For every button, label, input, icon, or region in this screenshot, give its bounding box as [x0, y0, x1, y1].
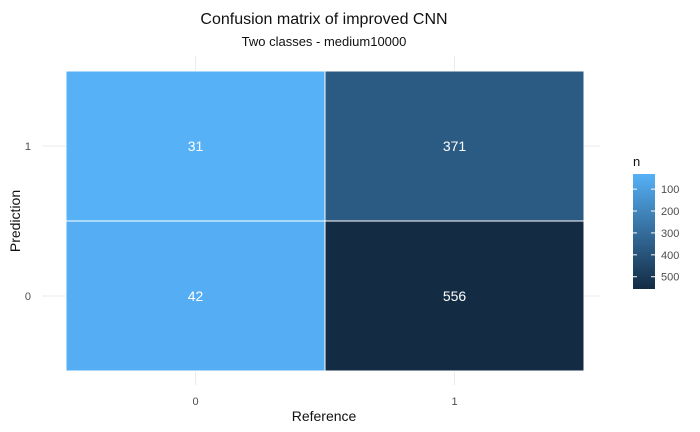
heatmap-cell [324, 220, 585, 372]
cell-value-labels: 31 371 42 556 [188, 138, 467, 304]
heatmap-cell [65, 70, 326, 222]
x-axis-title: Reference [292, 408, 357, 424]
heatmap-cell [65, 220, 326, 372]
cell-value-label: 556 [443, 288, 467, 304]
y-axis-title: Prediction [7, 190, 23, 252]
legend-tick-label: 500 [661, 272, 679, 284]
legend-tick-label: 200 [661, 206, 679, 218]
legend-colorbar [633, 174, 655, 289]
heatmap-cells [65, 70, 585, 372]
cell-value-label: 371 [443, 138, 467, 154]
legend-tick-label: 100 [661, 184, 679, 196]
cell-value-label: 42 [188, 288, 204, 304]
chart-title: Confusion matrix of improved CNN [200, 11, 447, 28]
color-legend: n 100 200 300 400 500 [633, 154, 679, 289]
chart-subtitle: Two classes - medium10000 [242, 34, 407, 49]
legend-tick-label: 400 [661, 250, 679, 262]
legend-title: n [633, 154, 640, 169]
x-tick-label: 0 [192, 396, 198, 408]
legend-ticks: 100 200 300 400 500 [633, 184, 679, 284]
cell-value-label: 31 [188, 138, 204, 154]
y-axis-ticks: 01 [25, 141, 31, 303]
x-tick-label: 1 [451, 396, 457, 408]
y-tick-label: 1 [25, 141, 31, 153]
y-tick-label: 0 [25, 291, 31, 303]
legend-tick-label: 300 [661, 228, 679, 240]
